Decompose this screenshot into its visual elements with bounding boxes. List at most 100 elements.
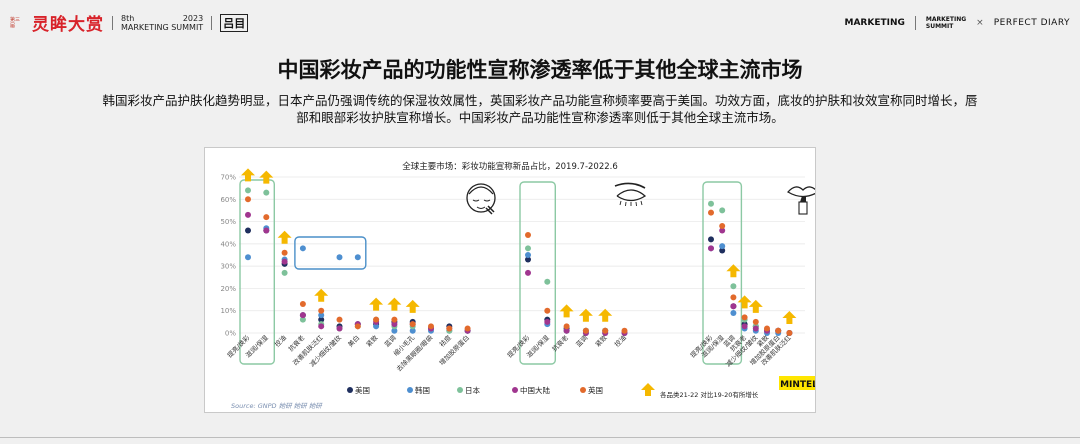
data-point: [318, 323, 325, 330]
scatter-chart: 全球主要市场：彩妆功能宣称新品占比，2019.7-2022.6 0% 10% 20%…: [220, 161, 815, 410]
event-brand: 第三届 灵眸大赏 8th 2023 MARKETING SUMMIT 吕目: [10, 10, 249, 35]
growth-arrow: [578, 308, 593, 322]
data-point: [719, 223, 726, 230]
data-point: [741, 323, 748, 330]
data-point: [318, 312, 325, 319]
data-point: [318, 316, 325, 323]
data-point: [245, 187, 251, 194]
legend-label: 美国: [355, 385, 370, 395]
data-point: [464, 325, 471, 332]
data-point: [245, 211, 251, 218]
data-point: [730, 294, 737, 301]
summit-year: 2023: [182, 13, 204, 23]
divider: [112, 15, 113, 30]
data-point: [446, 325, 453, 332]
growth-arrow: [748, 299, 763, 313]
data-point: [708, 209, 714, 216]
data-point: [391, 321, 398, 328]
category-icons: [466, 182, 815, 215]
data-point: [708, 245, 714, 252]
x-tick-label: 蓝调: [382, 333, 398, 349]
marketing-summit-logo: MARKETING SUMMIT: [926, 16, 966, 30]
growth-arrow: [259, 170, 274, 184]
legend: 美国 韩国 日本 中国大陆 英国 各品类21-22 对比19-20有所增长 MINTEL: [347, 376, 815, 399]
slide-description: 韩国彩妆产品护肤化趋势明显，日本产品仍强调传统的保湿妆效属性，英国彩妆产品功能宣…: [102, 93, 978, 125]
x-tick-label: 美白: [346, 333, 362, 349]
data-point: [730, 303, 737, 310]
marketing-summit-line2: SUMMIT: [925, 23, 954, 30]
data-point: [281, 258, 288, 265]
y-axis: 0% 10% 20% 30% 40% 50% 60% 70%: [220, 174, 236, 338]
data-point: [752, 325, 759, 332]
data-point: [730, 309, 737, 316]
cross-mark: ×: [976, 18, 984, 28]
data-point: [544, 307, 551, 314]
data-point: [563, 327, 570, 334]
data-point: [299, 301, 306, 308]
perfect-diary-logo: PERFECT DIARY: [993, 18, 1070, 28]
data-point: [719, 247, 726, 254]
mintel-badge: MINTEL: [779, 376, 815, 390]
data-point: [582, 327, 589, 334]
growth-arrow: [641, 383, 655, 396]
data-point: [621, 327, 628, 334]
data-point: [719, 207, 726, 214]
marketing-summit-line1: MARKETING: [925, 16, 967, 23]
data-point: [719, 227, 726, 234]
data-point: [752, 318, 759, 325]
x-tick-label: 紧致: [364, 333, 380, 349]
legend-item: 中国大陆: [512, 385, 550, 395]
legend-swatch: [580, 387, 586, 393]
data-point: [602, 327, 609, 334]
growth-arrows: [241, 168, 797, 324]
data-point: [428, 323, 434, 330]
data-point: [336, 316, 343, 323]
data-point: [281, 269, 288, 276]
data-point: [299, 312, 306, 319]
data-point: [563, 323, 570, 330]
data-point: [391, 327, 398, 334]
top-bar: 第三届 灵眸大赏 8th 2023 MARKETING SUMMIT 吕目 MAR…: [0, 0, 1080, 48]
y-tick-label: 0%: [225, 330, 236, 338]
partner-brands: MARKETING MARKETING SUMMIT × PERFECT DIA…: [845, 16, 1071, 30]
growth-arrow: [559, 304, 574, 318]
y-tick-label: 20%: [220, 285, 236, 293]
growth-arrow: [387, 297, 402, 311]
data-point: [544, 278, 551, 285]
data-point: [708, 236, 714, 243]
data-point: [299, 316, 306, 323]
data-point: [281, 249, 288, 256]
growth-arrow: [405, 299, 420, 313]
summit-edition: 8th: [121, 13, 135, 23]
data-points: [245, 187, 793, 336]
data-point: [245, 196, 251, 203]
source-note: Source: GNPD 她研 她研 她研: [231, 402, 323, 410]
y-tick-label: 40%: [220, 240, 236, 248]
growth-arrow: [369, 297, 384, 311]
y-tick-label: 30%: [220, 263, 236, 271]
lips-icon: [786, 186, 815, 215]
legend-label: 英国: [588, 385, 603, 395]
legend-item: 英国: [580, 385, 603, 395]
growth-arrow: [726, 264, 741, 278]
data-point: [336, 325, 343, 332]
x-tick-label: 祛痘: [437, 333, 453, 349]
highlight-box: [294, 236, 367, 270]
data-point: [263, 227, 270, 234]
y-tick-label: 60%: [220, 196, 236, 204]
data-point: [741, 314, 748, 321]
data-point: [263, 189, 270, 196]
growth-arrow: [241, 168, 255, 182]
grid: [239, 176, 805, 334]
growth-arrow: [314, 288, 329, 302]
growth-arrow: [782, 311, 797, 324]
event-edition-mark: 第三届: [10, 16, 21, 29]
data-point: [544, 318, 551, 325]
y-tick-label: 10%: [220, 307, 236, 315]
growth-arrow: [737, 295, 752, 309]
data-point: [786, 330, 793, 336]
footer-rule: [0, 437, 1080, 438]
data-point: [409, 327, 416, 334]
mintel-badge-label: MINTEL: [780, 380, 815, 390]
